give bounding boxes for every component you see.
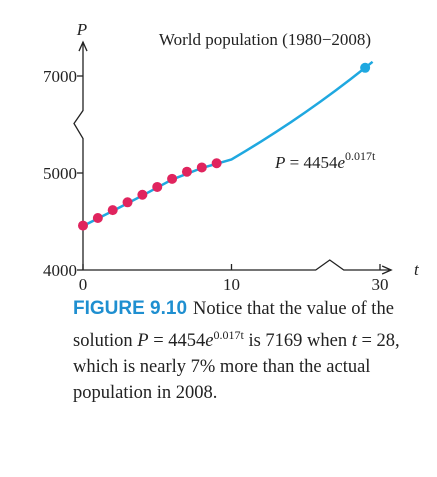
- caption-label: FIGURE 9.10: [73, 298, 188, 319]
- y-axis: [73, 42, 84, 270]
- caption-text: Notice that the value of the solution: [73, 299, 394, 352]
- equation-exponent: 0.017t: [345, 149, 376, 163]
- caption: FIGURE 9.10 Notice that the value of the …: [73, 296, 418, 406]
- y-axis-label: P: [76, 20, 87, 39]
- equation-rhs: = 4454: [285, 153, 338, 172]
- x-tick-label: 10: [223, 275, 240, 290]
- data-point: [167, 173, 178, 184]
- equation: P = 4454e0.017t: [274, 149, 376, 172]
- x-tick-label: 0: [79, 275, 88, 290]
- x-axis-arrow: [381, 265, 393, 275]
- data-point: [78, 220, 88, 231]
- caption-text: e: [205, 331, 214, 352]
- y-axis-arrow: [78, 40, 88, 52]
- equation-lhs: P: [274, 153, 285, 172]
- caption-text: 0.017t: [213, 328, 244, 342]
- chart-title: World population (1980−2008): [159, 30, 371, 49]
- data-point: [181, 166, 192, 177]
- data-point: [196, 162, 207, 173]
- highlight-point: [360, 62, 371, 73]
- x-tick-label: 30: [372, 275, 389, 290]
- chart: World population (1980−2008) P t P = 445…: [43, 20, 420, 290]
- data-point: [92, 213, 103, 224]
- data-point: [152, 181, 163, 192]
- y-tick-label: 5000: [43, 164, 77, 183]
- x-axis: [83, 259, 392, 271]
- caption-text: t: [351, 331, 357, 352]
- data-point: [107, 205, 118, 216]
- data-point: [137, 189, 148, 200]
- equation-base: e: [337, 153, 345, 172]
- caption-text: is 7169 when: [243, 331, 352, 352]
- caption-text: = 4454: [148, 331, 206, 352]
- caption-text: P: [137, 331, 149, 352]
- y-tick-label: 4000: [43, 261, 77, 280]
- data-point: [211, 158, 222, 169]
- y-tick-label: 7000: [43, 67, 77, 86]
- caption-text: = 28, which is nearly 7% more than the a…: [73, 331, 400, 404]
- x-axis-label: t: [414, 260, 420, 279]
- data-point: [122, 197, 133, 208]
